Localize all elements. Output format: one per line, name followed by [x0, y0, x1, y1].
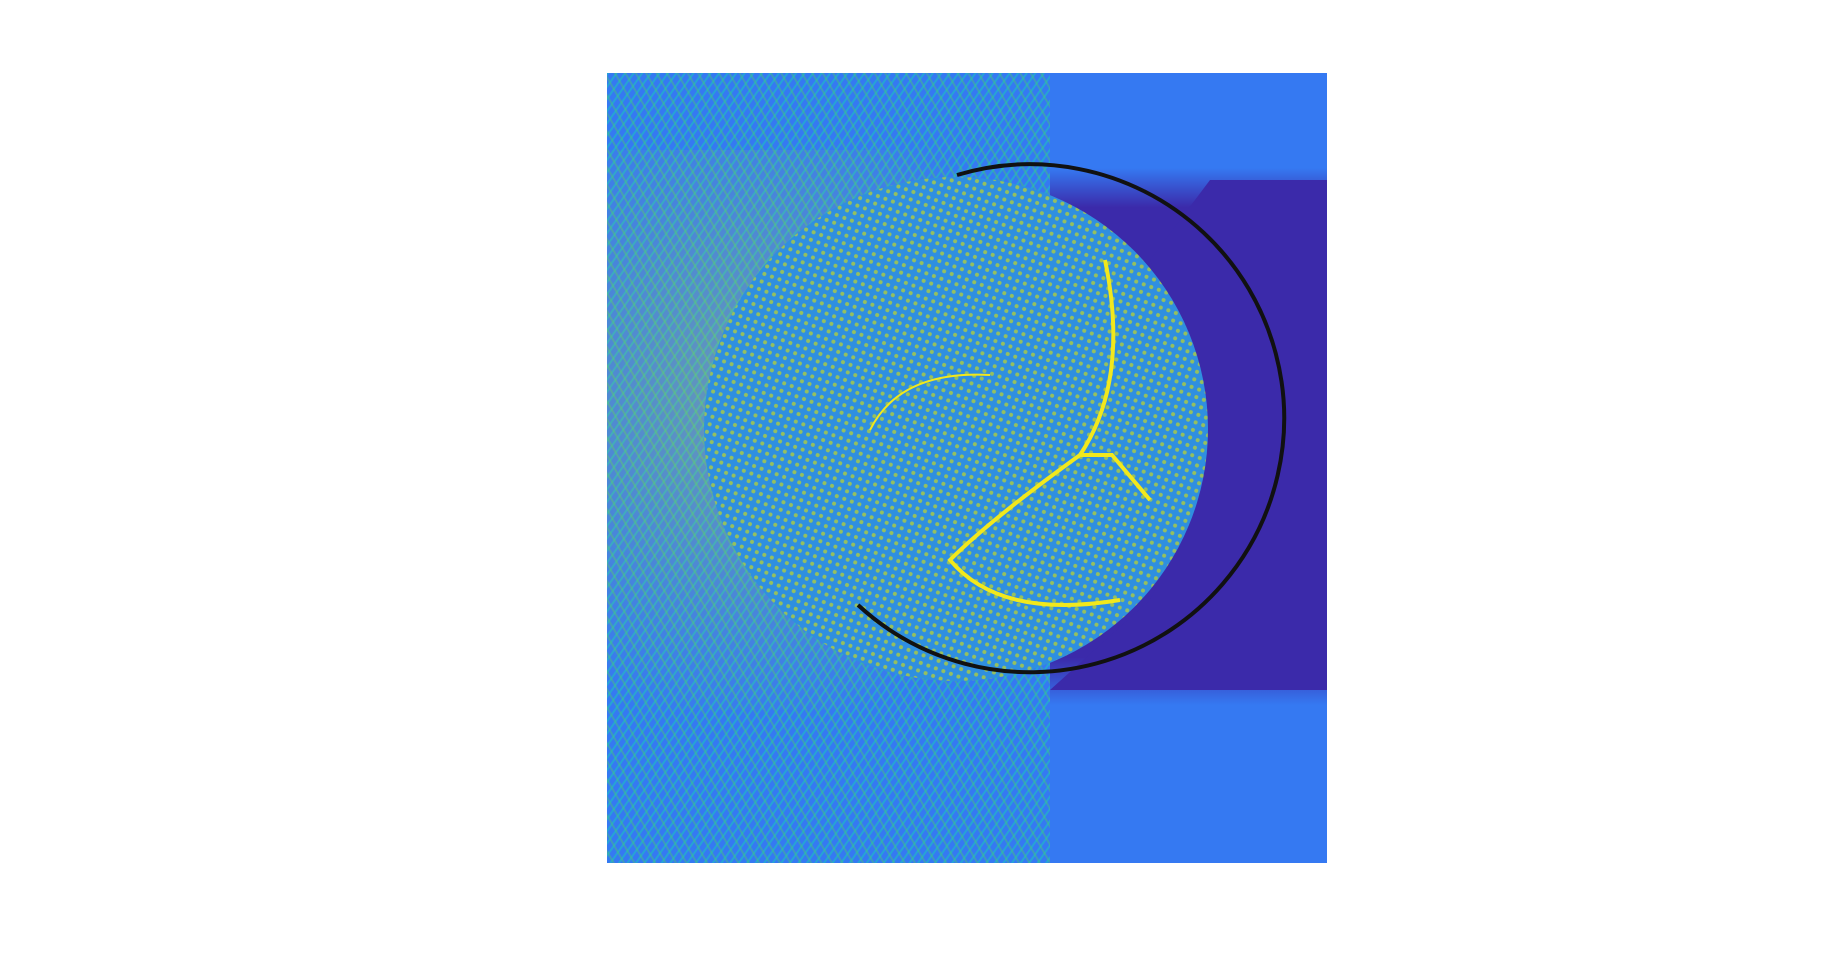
field-image	[607, 73, 1327, 863]
cavity-field	[704, 177, 1208, 681]
caustics	[869, 259, 1152, 607]
arc-boundary	[856, 162, 1287, 675]
caustic	[1078, 259, 1116, 457]
caustic	[1080, 453, 1152, 502]
caustic	[869, 373, 991, 431]
caustic	[947, 453, 1121, 607]
